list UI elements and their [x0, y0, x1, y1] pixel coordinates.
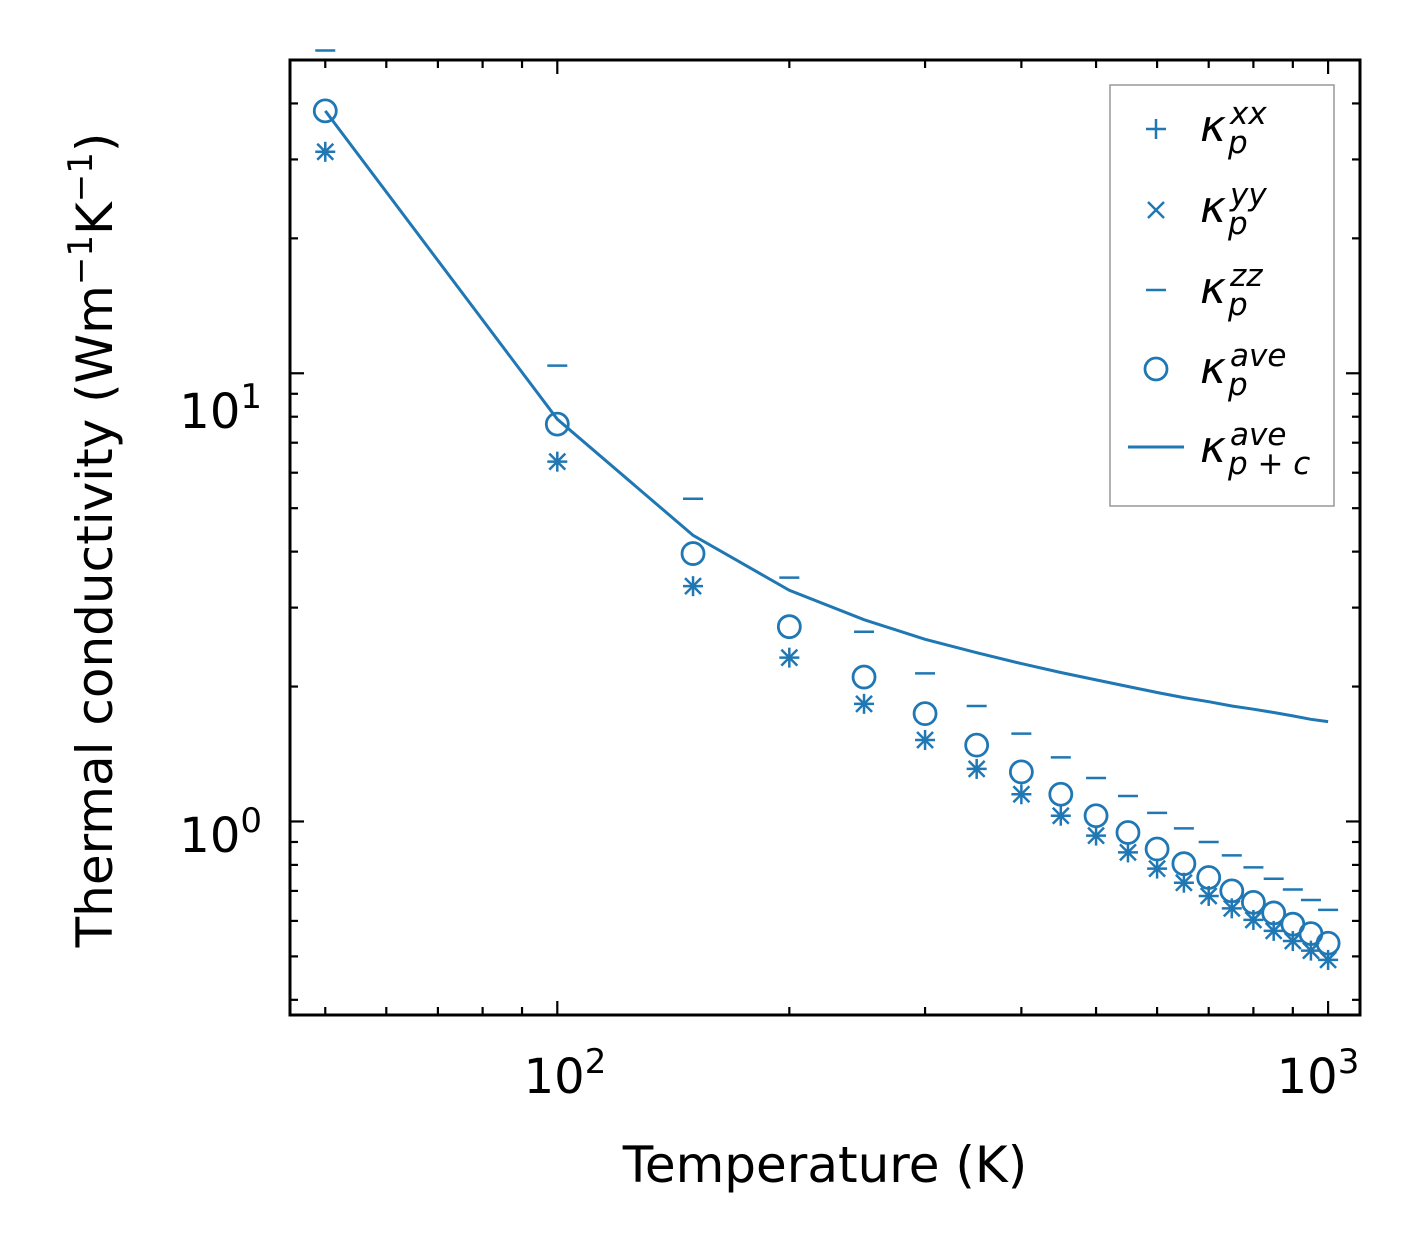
y-axis-label: Thermal conductivity (Wm−1K−1)	[61, 133, 124, 949]
kave-point	[1048, 781, 1074, 807]
series-circle	[312, 98, 1341, 956]
kave-point	[1196, 865, 1222, 890]
kave-point	[1171, 851, 1197, 877]
x-tick-label-1000: 103	[1277, 1042, 1360, 1105]
legend-item-kave: κpave	[1143, 338, 1286, 403]
kyy-point	[1051, 806, 1070, 825]
legend-item-kxx: κpxx	[1146, 96, 1267, 161]
kave-point	[1240, 889, 1266, 915]
svg-text:κpyy: κpyy	[1200, 177, 1267, 242]
kave-point	[680, 541, 706, 566]
series-x	[316, 142, 1337, 969]
kyy-point	[780, 648, 799, 667]
kyy-point	[1283, 932, 1302, 950]
y-tick-label-10: 101	[179, 377, 262, 440]
svg-text:κpave: κpave	[1200, 338, 1286, 403]
kyy-point	[1119, 843, 1137, 862]
svg-text:κpxx: κpxx	[1200, 96, 1267, 161]
kyy-point	[1222, 899, 1241, 918]
legend-box	[1109, 84, 1335, 507]
kyy-point	[916, 731, 934, 749]
kave-point	[964, 732, 990, 758]
x-marker-icon	[1147, 201, 1165, 219]
data-series	[312, 49, 1341, 970]
kave-point	[1083, 803, 1109, 829]
kyy-point	[1012, 785, 1031, 804]
kave-point	[1315, 930, 1341, 956]
legend-label-kyy: κ	[1200, 182, 1226, 233]
kyy-point	[1087, 826, 1105, 845]
svg-text:κpzz: κpzz	[1200, 258, 1263, 323]
legend-item-kzz: κpzz	[1146, 258, 1263, 323]
legend-item-kpc: κp + cave	[1128, 417, 1310, 482]
kyy-point	[548, 452, 567, 471]
kave-point	[312, 98, 338, 124]
x-tick-label-100: 102	[524, 1042, 607, 1105]
legend: κpxx κpyy κpzz κpave κp + cave	[1109, 84, 1335, 507]
x-axis-label: Temperature (K)	[622, 1136, 1027, 1194]
kave-point	[851, 664, 877, 690]
svg-text:κp + cave: κp + cave	[1200, 417, 1310, 482]
legend-label-kpc: κ	[1200, 422, 1226, 473]
kyy-point	[1264, 922, 1283, 940]
kyy-point	[1148, 859, 1166, 878]
kave-point	[544, 411, 570, 437]
kave-point	[1144, 836, 1170, 862]
kyy-point	[967, 760, 986, 778]
kave-point	[912, 701, 938, 727]
legend-label-kzz: κ	[1200, 263, 1226, 314]
series-line	[324, 109, 1329, 724]
series-hline	[315, 49, 1339, 912]
circle-marker-icon	[1143, 356, 1169, 382]
plot-frame	[288, 58, 1362, 1017]
kave-point	[1115, 820, 1141, 845]
plus-marker-icon	[1146, 119, 1166, 139]
kpc-ave-line	[324, 109, 1329, 724]
kyy-point	[1319, 951, 1337, 969]
y-tick-label-1: 100	[179, 801, 262, 864]
kyy-point	[684, 577, 702, 596]
kave-point	[1008, 759, 1034, 785]
kyy-point	[1199, 887, 1218, 905]
legend-item-kyy: κpyy	[1147, 177, 1267, 242]
kave-point	[1219, 878, 1245, 904]
kyy-point	[1244, 911, 1263, 929]
kyy-point	[316, 142, 335, 161]
legend-label-kave: κ	[1200, 343, 1226, 394]
legend-label-kxx: κ	[1200, 101, 1226, 152]
kave-point	[1261, 900, 1287, 926]
kyy-point	[855, 694, 873, 713]
kave-point	[776, 614, 802, 640]
kyy-point	[1175, 873, 1193, 892]
